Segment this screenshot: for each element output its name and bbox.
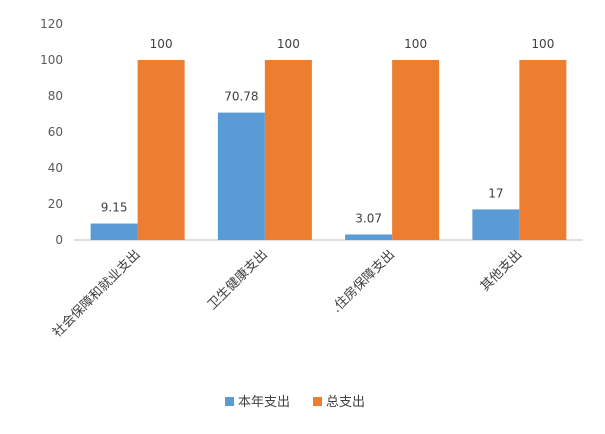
y-tick-label: 0 [55,233,63,247]
data-label: 70.78 [224,90,258,104]
category-label: 社会保障和就业支出 [49,247,143,341]
bar-total-0 [137,60,185,240]
category-label: 其他支出 [478,247,525,294]
bar-current-year-3 [472,209,520,240]
legend-swatch [313,397,322,406]
y-axis-tick-labels: 0 20 40 60 80 100 120 [40,17,63,247]
data-label: 100 [150,37,173,51]
bar-total-2 [392,60,440,240]
bar-current-year-2 [345,234,393,240]
y-tick-label: 80 [48,89,63,103]
legend-label: 总支出 [326,395,365,410]
y-tick-label: 40 [48,161,63,175]
data-label: 3.07 [355,211,382,225]
legend-label: 本年支出 [238,395,290,410]
y-tick-label: 20 [48,197,63,211]
y-tick-label: 100 [40,53,63,67]
category-labels: 社会保障和就业支出 卫生健康支出 .住房保障支出 其他支出 [49,247,525,341]
bars [90,60,567,240]
data-label: 100 [531,37,554,51]
y-tick-label: 60 [48,125,63,139]
legend-swatch [225,397,234,406]
legend: 本年支出 总支出 [225,395,365,410]
y-tick-label: 120 [40,17,63,31]
data-labels: 9.15 100 70.78 100 3.07 100 17 100 [101,37,555,225]
bar-current-year-1 [217,112,265,240]
bar-total-3 [519,60,567,240]
category-label: .住房保障支出 [329,247,398,316]
bar-total-1 [264,60,312,240]
data-label: 100 [404,37,427,51]
data-label: 17 [488,186,503,200]
category-label: 卫生健康支出 [204,247,270,313]
data-label: 9.15 [101,201,128,215]
bar-current-year-0 [90,223,138,240]
data-label: 100 [277,37,300,51]
